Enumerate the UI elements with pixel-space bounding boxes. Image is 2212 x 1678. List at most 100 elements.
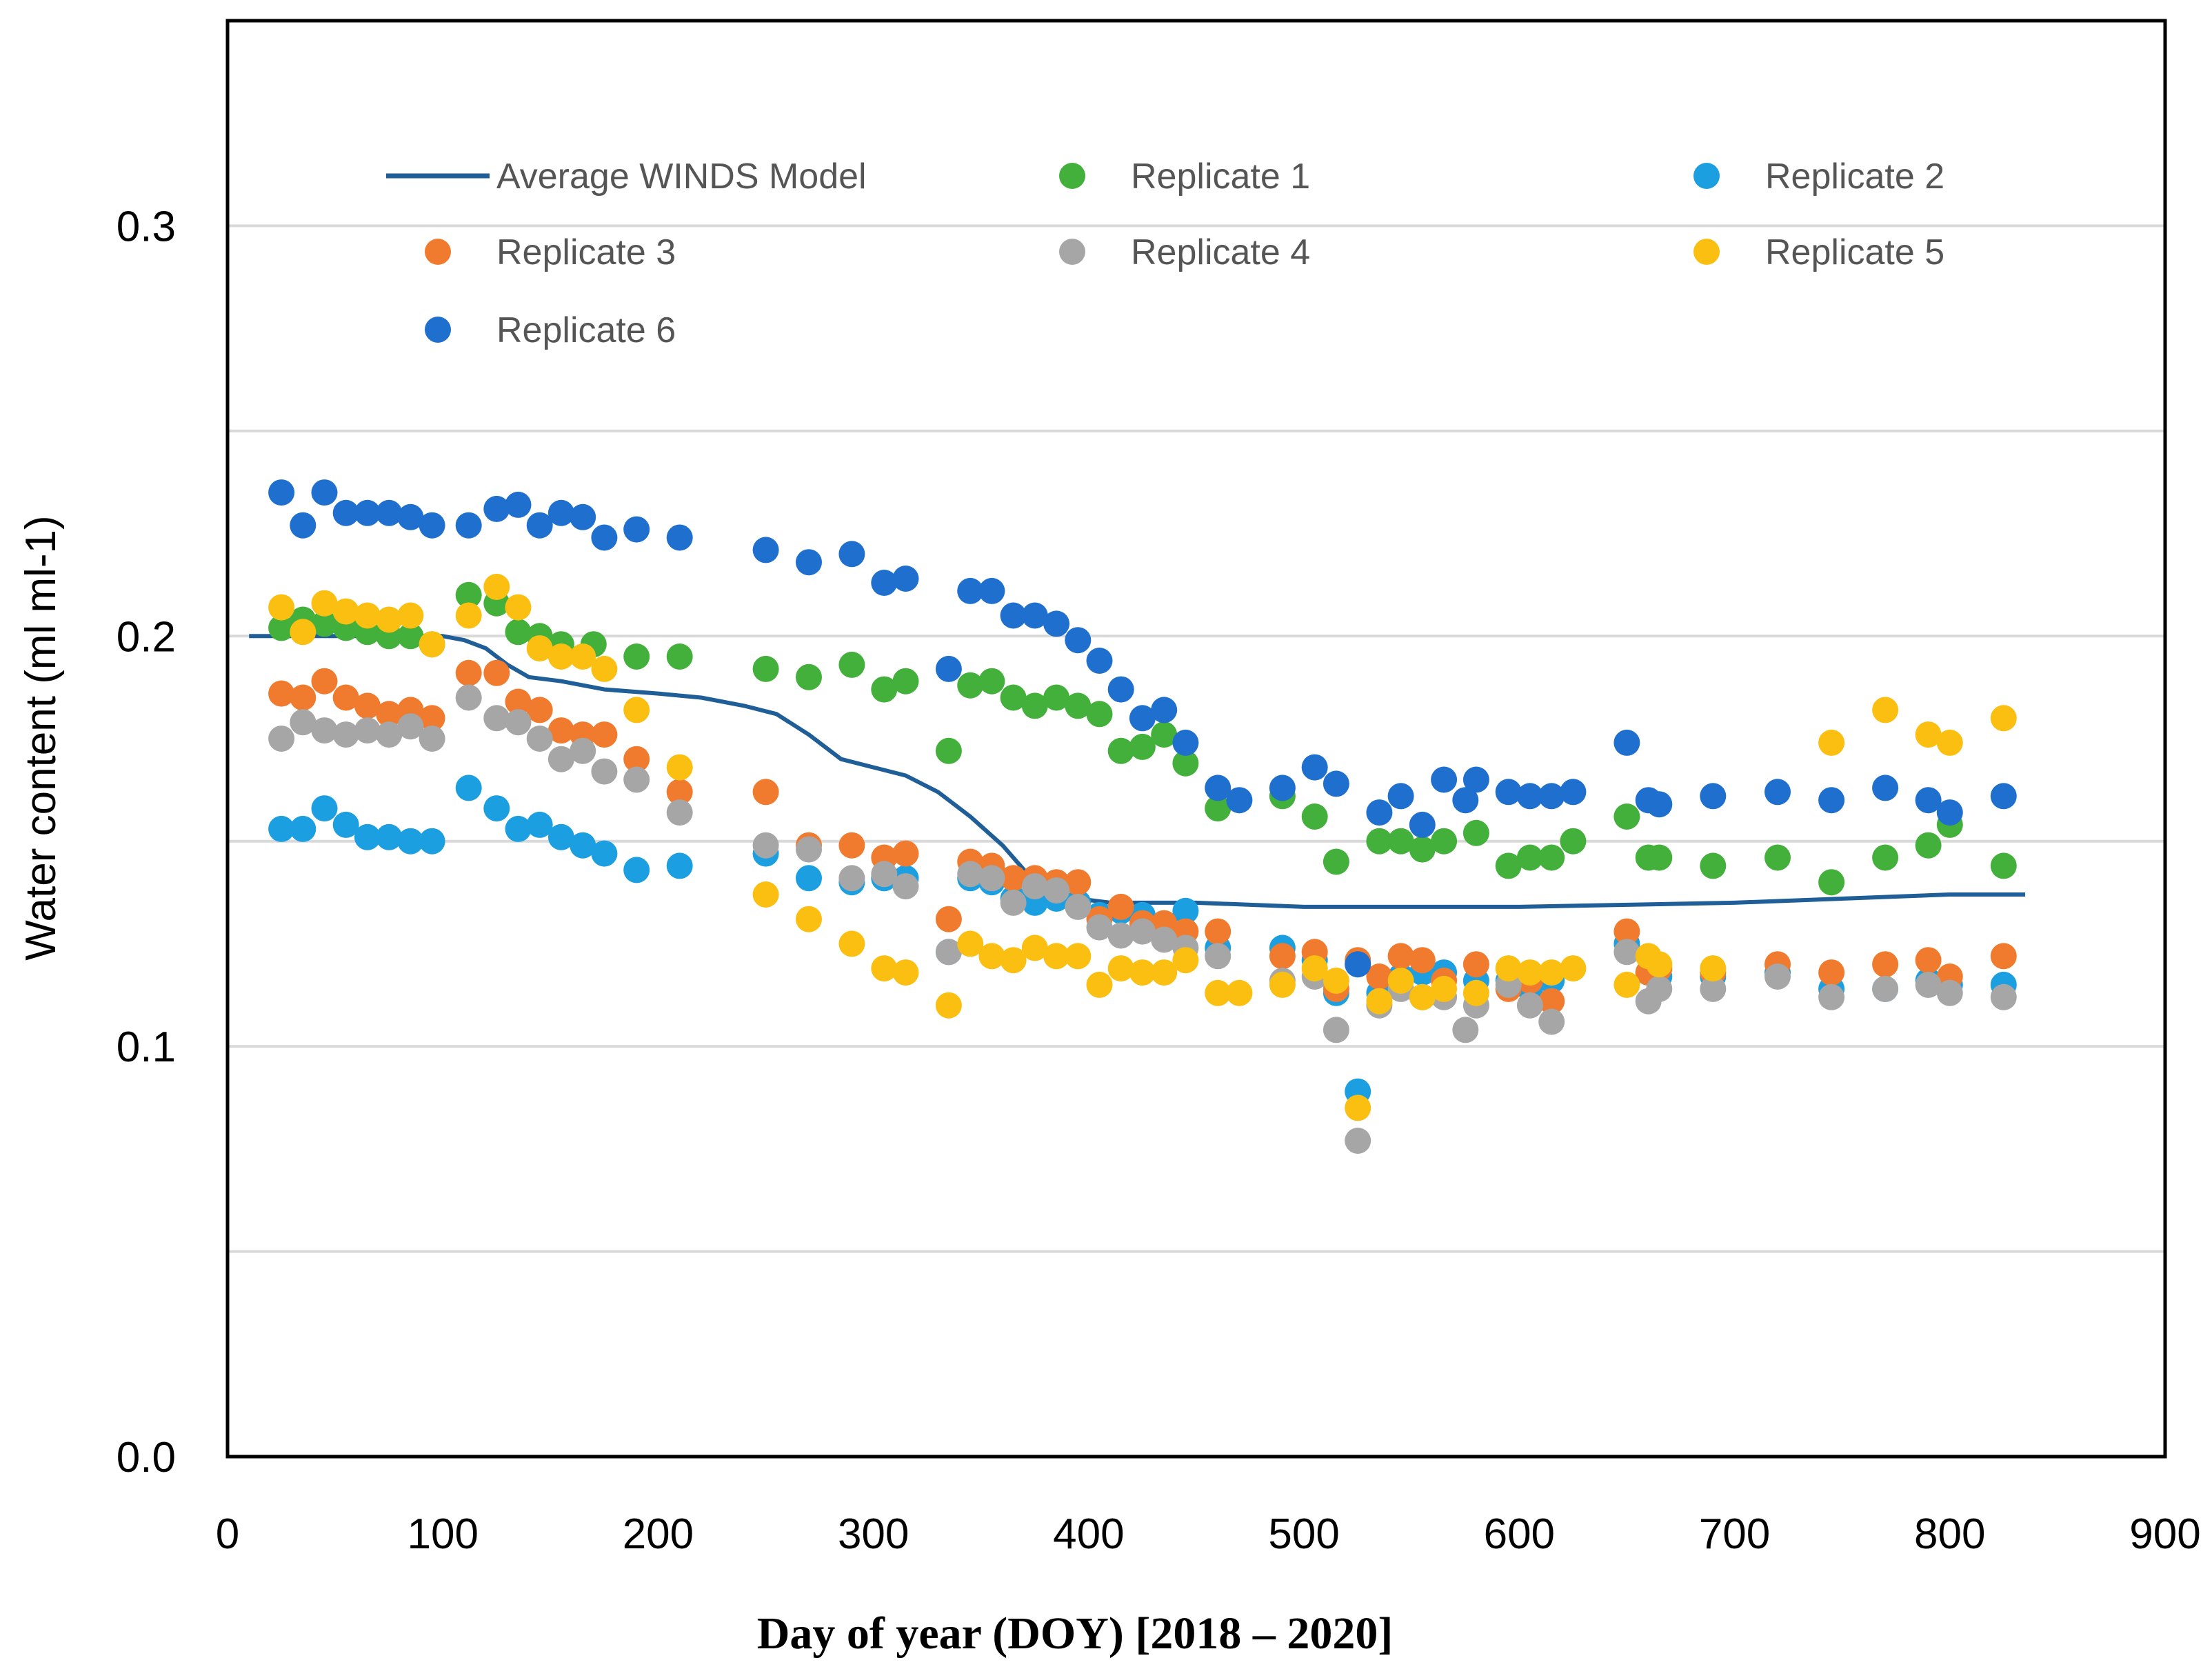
x-tick-label: 500 [1268,1510,1339,1558]
data-point [1990,983,2017,1010]
legend-label-replicate-5: Replicate 5 [1765,232,1944,272]
data-point [623,697,650,723]
data-point [397,623,424,650]
data-point [1613,803,1640,830]
data-point [332,811,359,838]
data-point [796,865,822,892]
data-point [1366,963,1393,990]
data-point [796,906,822,932]
data-point [1000,602,1027,629]
data-point [1269,971,1296,998]
data-point [1000,889,1027,916]
data-point [1000,684,1027,711]
data-point [1043,877,1070,904]
data-point [1818,787,1845,814]
data-point [1366,799,1393,826]
data-point [666,799,693,826]
data-point [455,581,482,608]
data-point [623,746,650,772]
data-point [1021,692,1048,719]
data-point [397,602,424,629]
data-point [1086,701,1113,728]
data-point [1700,955,1727,982]
data-point [268,615,295,641]
data-point [505,709,532,736]
data-point [1431,828,1458,855]
data-point [1462,951,1489,978]
data-point [1646,951,1673,978]
data-point [957,672,984,699]
data-point [1301,955,1328,982]
data-point [1366,988,1393,1015]
model-line-layer [249,634,2026,909]
data-point [591,655,618,682]
data-point [892,566,919,592]
legend-swatch-replicate-6 [425,317,451,343]
data-point [526,635,553,662]
data-point [1990,852,2017,879]
data-point [1646,791,1673,818]
data-point [752,881,779,908]
data-point [570,503,596,530]
data-point [1516,844,1543,871]
data-point [957,930,984,957]
data-point [268,815,295,842]
data-point [570,832,596,859]
data-point [455,512,482,539]
data-point [1021,935,1048,961]
data-point [505,491,532,518]
data-point [796,549,822,576]
data-point [871,570,898,596]
data-point [1409,983,1436,1010]
data-point [935,737,962,764]
data-point [1269,775,1296,801]
data-point [978,943,1005,970]
data-point [838,832,865,859]
data-point [1700,852,1727,879]
data-point [455,602,482,629]
data-point [397,503,424,530]
data-point [1205,979,1231,1006]
data-point [354,602,381,629]
x-tick-labels: 0 100 200 300 400 500 600 700 800 900 [216,1510,2201,1558]
legend-swatch-replicate-2 [1693,163,1720,189]
data-point [1205,795,1231,822]
legend-label-replicate-1: Replicate 1 [1131,157,1310,197]
data-point [666,779,693,806]
data-point [838,541,865,568]
data-point [1387,828,1414,855]
y-tick-labels: 0.0 0.1 0.2 0.3 [117,203,176,1481]
data-point [1021,602,1048,629]
data-point [290,512,316,539]
data-point [1613,939,1640,966]
data-point [1915,787,1942,814]
data-point [935,906,962,932]
data-point [1269,943,1296,970]
data-point [1205,943,1231,970]
data-point [1172,750,1199,777]
data-point [505,594,532,621]
legend-label-replicate-3: Replicate 3 [496,232,676,272]
y-tick-label: 0.1 [117,1023,176,1071]
data-point [1172,947,1199,974]
data-point [547,746,574,772]
data-point [752,655,779,682]
data-point [526,512,553,539]
data-point [1107,955,1134,982]
data-point [1452,787,1479,814]
data-point [1516,959,1543,986]
data-point [1872,697,1899,723]
data-point [483,495,510,522]
data-point [526,811,553,838]
data-point [1915,721,1942,748]
data-point [1065,869,1092,896]
data-point [547,643,574,670]
data-point [1915,832,1942,859]
data-point [354,823,381,850]
data-point [1107,922,1134,949]
data-point [1613,971,1640,998]
data-point [871,955,898,982]
data-point [1387,943,1414,970]
data-point [1129,705,1156,732]
